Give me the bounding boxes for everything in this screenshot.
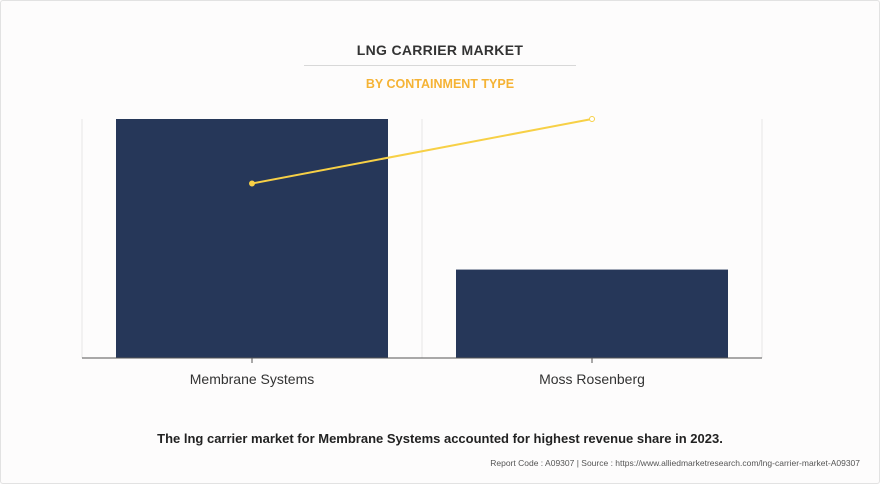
x-ticks [251, 358, 593, 363]
bar-membrane-systems [116, 119, 388, 358]
bars [116, 119, 728, 358]
source-note: Report Code : A09307 | Source : https://… [490, 458, 860, 468]
x-tick-labels: Membrane Systems Moss Rosenberg [190, 371, 645, 387]
bar-moss-rosenberg [456, 269, 728, 358]
growth-line [251, 118, 593, 185]
chart-title: LNG CARRIER MARKET [356, 42, 524, 58]
chart-caption: The lng carrier market for Membrane Syst… [157, 431, 723, 446]
x-tick-label: Moss Rosenberg [539, 371, 645, 387]
x-tick-label: Membrane Systems [190, 371, 314, 387]
growth-point [589, 116, 595, 122]
gridlines [81, 119, 763, 358]
bar-chart: Membrane Systems Moss Rosenberg [81, 116, 763, 387]
line-series [249, 116, 595, 187]
title-divider [304, 65, 576, 66]
growth-point [249, 180, 255, 187]
chart-subtitle: BY CONTAINMENT TYPE [365, 77, 515, 91]
